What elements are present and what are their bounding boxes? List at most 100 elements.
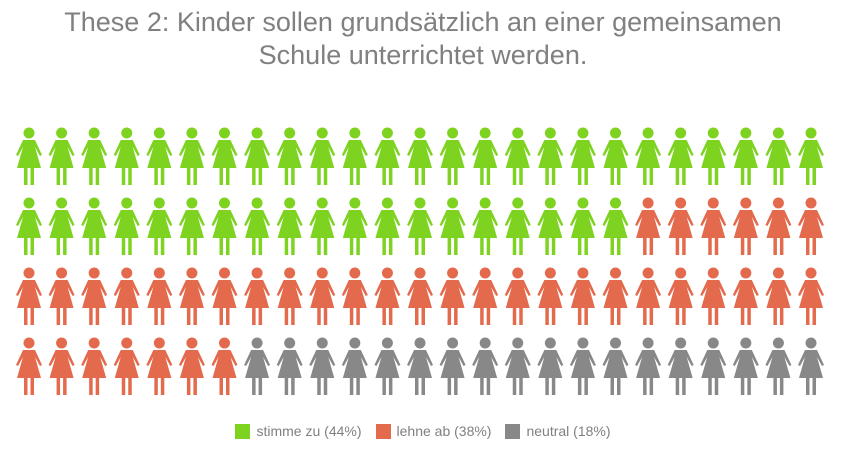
female-person-icon — [309, 337, 336, 395]
female-person-icon — [667, 197, 694, 255]
female-person-icon — [407, 127, 433, 185]
female-person-icon — [602, 337, 629, 395]
female-person-icon — [472, 267, 499, 325]
female-person-icon — [700, 127, 727, 185]
female-person-icon — [341, 337, 368, 395]
female-person-icon — [146, 197, 173, 255]
female-person-icon — [16, 197, 42, 255]
female-person-icon — [569, 337, 596, 395]
female-person-icon — [472, 337, 499, 395]
female-person-icon — [569, 197, 596, 255]
female-person-icon — [341, 197, 368, 255]
female-person-icon — [16, 267, 42, 325]
female-person-icon — [732, 267, 759, 325]
female-person-icon — [537, 127, 564, 185]
female-person-icon — [178, 267, 205, 325]
female-person-icon — [700, 337, 727, 395]
legend-item-disagree: lehne ab (38%) — [375, 423, 492, 439]
female-person-icon — [798, 197, 824, 255]
female-person-icon — [244, 127, 271, 185]
female-person-icon — [309, 267, 336, 325]
chart-title: These 2: Kinder sollen grundsätzlich an … — [0, 6, 846, 72]
female-person-icon — [439, 337, 466, 395]
female-person-icon — [407, 267, 433, 325]
female-person-icon — [81, 197, 108, 255]
female-person-icon — [178, 337, 205, 395]
female-person-icon — [667, 337, 694, 395]
female-person-icon — [211, 337, 238, 395]
title-line-2: Schule unterrichtet werden. — [258, 40, 588, 70]
female-person-icon — [211, 197, 238, 255]
female-person-icon — [374, 337, 401, 395]
female-person-icon — [732, 337, 759, 395]
female-person-icon — [439, 267, 466, 325]
legend-swatch — [375, 423, 391, 439]
female-person-icon — [732, 197, 759, 255]
female-person-icon — [635, 267, 662, 325]
female-person-icon — [309, 127, 336, 185]
female-person-icon — [341, 127, 368, 185]
female-person-icon — [635, 127, 662, 185]
female-person-icon — [81, 337, 108, 395]
legend-item-neutral: neutral (18%) — [505, 423, 611, 439]
female-person-icon — [276, 197, 303, 255]
female-person-icon — [407, 337, 433, 395]
female-person-icon — [81, 127, 108, 185]
female-person-icon — [439, 197, 466, 255]
title-line-1: These 2: Kinder sollen grundsätzlich an … — [64, 7, 782, 37]
female-person-icon — [146, 337, 173, 395]
female-person-icon — [374, 127, 401, 185]
female-person-icon — [244, 267, 271, 325]
female-person-icon — [765, 337, 792, 395]
female-person-icon — [113, 267, 140, 325]
female-person-icon — [504, 337, 531, 395]
female-person-icon — [700, 197, 727, 255]
female-person-icon — [667, 267, 694, 325]
female-person-icon — [537, 197, 564, 255]
female-person-icon — [48, 127, 75, 185]
female-person-icon — [765, 267, 792, 325]
female-person-icon — [732, 127, 759, 185]
female-person-icon — [504, 127, 531, 185]
female-person-icon — [472, 127, 499, 185]
legend-label: stimme zu (44%) — [256, 423, 362, 439]
female-person-icon — [765, 197, 792, 255]
female-person-icon — [472, 197, 499, 255]
female-person-icon — [765, 127, 792, 185]
female-person-icon — [798, 337, 824, 395]
female-person-icon — [16, 127, 42, 185]
female-person-icon — [602, 267, 629, 325]
female-person-icon — [113, 127, 140, 185]
female-person-icon — [178, 197, 205, 255]
female-person-icon — [81, 267, 108, 325]
female-person-icon — [309, 197, 336, 255]
female-person-icon — [700, 267, 727, 325]
female-person-icon — [244, 337, 271, 395]
female-person-icon — [211, 127, 238, 185]
female-person-icon — [341, 267, 368, 325]
female-person-icon — [146, 267, 173, 325]
legend-item-agree: stimme zu (44%) — [235, 423, 362, 439]
female-person-icon — [276, 267, 303, 325]
female-person-icon — [276, 127, 303, 185]
female-person-icon — [178, 127, 205, 185]
female-person-icon — [113, 197, 140, 255]
female-person-icon — [635, 337, 662, 395]
female-person-icon — [569, 267, 596, 325]
female-person-icon — [244, 197, 271, 255]
female-person-icon — [798, 267, 824, 325]
female-person-icon — [504, 267, 531, 325]
legend-label: neutral (18%) — [526, 423, 611, 439]
female-person-icon — [798, 127, 824, 185]
female-person-icon — [48, 337, 75, 395]
female-person-icon — [113, 337, 140, 395]
female-person-icon — [407, 197, 433, 255]
female-person-icon — [374, 197, 401, 255]
female-person-icon — [537, 337, 564, 395]
female-person-icon — [602, 127, 629, 185]
female-person-icon — [374, 267, 401, 325]
female-person-icon — [439, 127, 466, 185]
female-person-icon — [16, 337, 42, 395]
female-person-icon — [602, 197, 629, 255]
legend-label: lehne ab (38%) — [396, 423, 492, 439]
